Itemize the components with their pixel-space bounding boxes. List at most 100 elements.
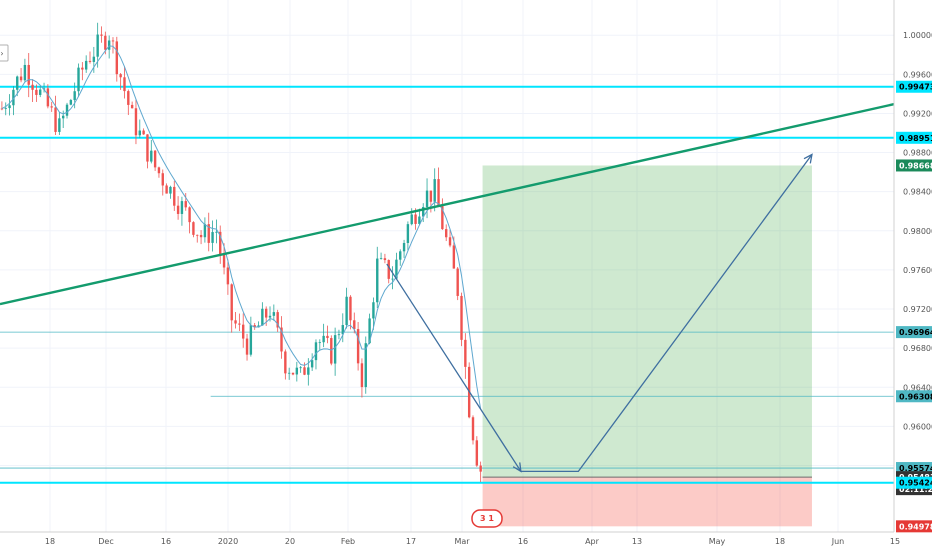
x-tick-label: 16 — [161, 537, 171, 546]
candle-body — [337, 334, 341, 336]
candle-body — [376, 258, 379, 303]
candle-body — [27, 64, 30, 85]
candle-body — [234, 320, 237, 324]
price-label-box — [896, 476, 932, 489]
candle-body — [349, 296, 352, 321]
candle-body — [161, 173, 164, 186]
candle-body — [448, 237, 452, 246]
candle-body — [307, 367, 310, 375]
x-tick-label: 20 — [285, 537, 295, 546]
candle-body — [464, 339, 467, 367]
candle-body — [364, 343, 367, 388]
candle-body — [127, 91, 130, 105]
profit-zone[interactable] — [482, 165, 812, 478]
candle-body — [387, 260, 390, 279]
candle-body — [341, 325, 344, 335]
projection-polyline[interactable] — [386, 154, 813, 473]
x-tick-label: Dec — [98, 537, 113, 546]
candle-body — [199, 234, 203, 238]
candle-body — [169, 186, 172, 194]
candle-body — [96, 34, 99, 57]
candle-body — [310, 360, 314, 368]
candle-body — [196, 234, 199, 236]
candle-body — [176, 205, 180, 214]
candle-body — [73, 91, 76, 101]
x-tick-labels: 18 Dec 16 2020 20 Feb 17 Mar 16 Apr 13 May 18 Jun 15 — [45, 537, 900, 546]
candle-body — [50, 106, 53, 108]
countdown-text: 02:11:28 — [899, 485, 932, 494]
candle-body — [479, 465, 482, 472]
position-zones[interactable] — [482, 165, 812, 527]
candle-body — [460, 295, 463, 340]
candle-body — [291, 372, 295, 375]
price-label-text: 0.96308 — [899, 392, 932, 401]
arrowhead-down-icon — [512, 462, 522, 473]
candle-body — [58, 118, 61, 132]
price-label-box — [896, 462, 932, 475]
price-label-box — [896, 159, 932, 172]
candle-body — [23, 64, 27, 81]
chart-toolbar-button[interactable]: › — [0, 44, 9, 62]
price-label-box — [896, 80, 932, 93]
x-tick-label: Feb — [341, 537, 355, 546]
event-badge-pill[interactable] — [471, 509, 503, 528]
loss-zone[interactable] — [482, 477, 812, 527]
event-badge[interactable]: 3 1 — [471, 509, 503, 528]
candle-body — [422, 207, 425, 217]
x-tick-label: 18 — [45, 537, 55, 546]
x-tick-label: Jun — [831, 537, 845, 546]
x-tick-label: Mar — [454, 537, 470, 546]
candle-body — [92, 56, 96, 62]
candle-body — [19, 76, 23, 81]
candle-body — [39, 89, 42, 95]
candle-body — [441, 206, 444, 230]
price-label-text: 0.95574 — [899, 464, 932, 473]
candle-body — [456, 268, 459, 296]
candle-body — [119, 74, 122, 78]
candle-body — [245, 338, 249, 355]
candle-body — [272, 312, 276, 316]
candle-body — [238, 323, 241, 325]
candle-body — [211, 232, 214, 243]
candle-body — [157, 167, 161, 174]
candle-body — [188, 207, 191, 223]
projection-path[interactable] — [386, 153, 813, 473]
candle-body — [261, 308, 264, 326]
candle-body — [215, 231, 218, 233]
candle-body — [360, 363, 364, 388]
price-label-text: 0.98668 — [899, 161, 932, 170]
candle-body — [150, 150, 153, 162]
chevron-icon: › — [0, 49, 3, 58]
candle-body — [8, 105, 11, 109]
candle-body — [130, 104, 134, 109]
candle-body — [123, 77, 126, 92]
resistance-trendline[interactable] — [0, 95, 928, 306]
candle-body — [429, 190, 433, 202]
candle-body — [425, 190, 429, 208]
candle-body — [222, 254, 226, 268]
candle-body — [165, 185, 168, 194]
candle-body — [104, 35, 107, 50]
candle-body — [219, 231, 222, 255]
price-label-text: 0.94978 — [899, 522, 932, 531]
candle-body — [180, 201, 184, 214]
x-tick-label: 15 — [890, 537, 900, 546]
candle-body — [437, 179, 440, 207]
price-labels: 0.99473 0.98951 0.98668 0.96964 0.96308 0.955… — [896, 80, 932, 533]
candle-body — [100, 34, 103, 36]
x-tick-label: 18 — [775, 537, 785, 546]
candle-body — [399, 251, 402, 260]
collapse-button[interactable] — [0, 44, 9, 62]
candle-body — [368, 318, 371, 344]
candle-body — [203, 224, 207, 238]
candle-body — [264, 308, 268, 318]
candle-body — [207, 224, 210, 243]
event-badge-text: 3 1 — [480, 514, 494, 523]
time-axis[interactable] — [0, 532, 932, 550]
candle-body — [253, 325, 256, 328]
